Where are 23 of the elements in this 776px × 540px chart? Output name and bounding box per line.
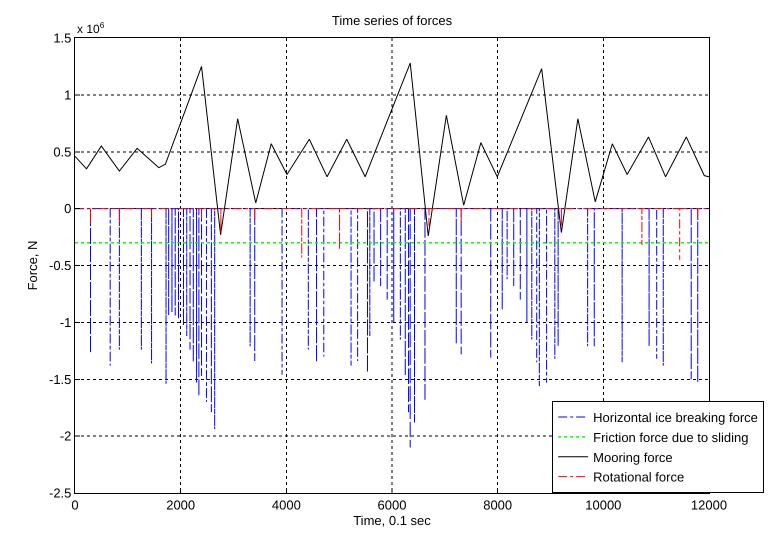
x-tick-label: 4000 [272,498,301,513]
y-tick-label: 1 [64,87,72,102]
y-tick-label: 1.5 [53,30,72,46]
x-tick-label: 10000 [585,498,622,513]
x-tick-label: 12000 [690,498,728,513]
text: x 10$^{6}$ [77,20,105,36]
y-tick-label: -1.5 [48,372,72,387]
legend-label: Rotational force [593,470,684,485]
y-tick-label: -1 [60,314,72,330]
x-tick-label: 6000 [378,498,406,513]
chart-title: Time series of forces [332,13,453,28]
y-axis-title: Force, N [24,240,40,290]
x-axis-title: Time, 0.1 sec [353,513,432,528]
legend-label: Friction force due to sliding [593,430,749,445]
legend-label: Horizontal ice breaking force [593,410,758,426]
y-tick-label: 0 [64,201,72,216]
y-tick-label: -0.5 [48,258,72,274]
x-tick-label: 8000 [483,498,512,513]
x-tick-label: 2000 [166,498,196,513]
y-tick-label: -2 [60,428,72,444]
y-tick-label: 0.5 [53,144,72,160]
legend-label: Mooring force [593,450,673,465]
y-tick-label: -2.5 [48,486,72,501]
